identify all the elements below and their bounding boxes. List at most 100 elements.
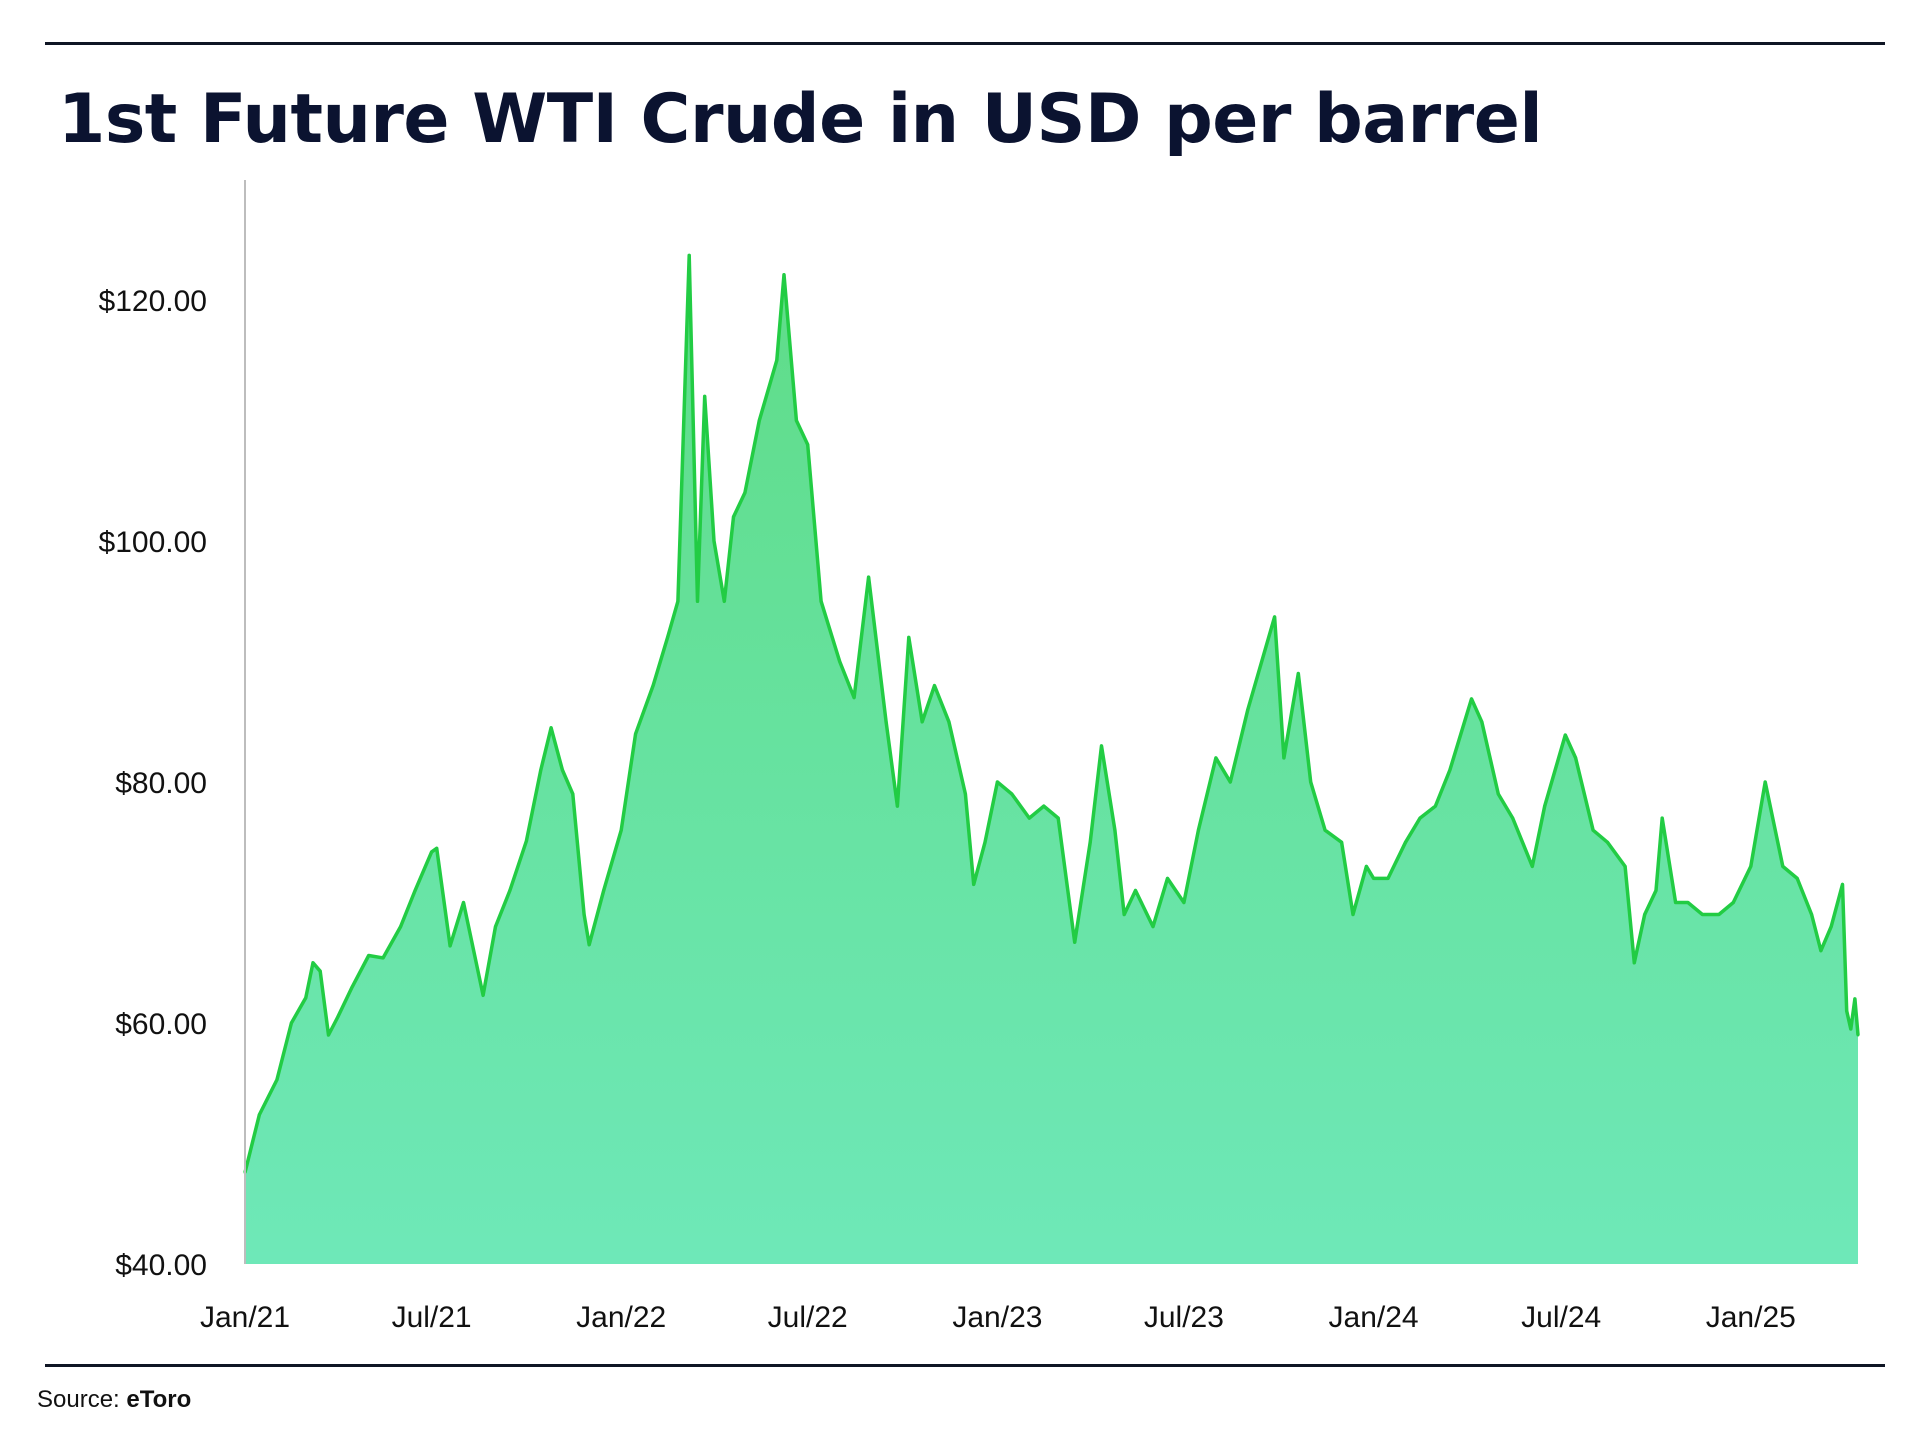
data-point	[571, 792, 575, 796]
data-point	[1530, 864, 1534, 868]
data-point	[1717, 913, 1721, 916]
data-point	[687, 253, 691, 257]
data-point	[806, 443, 810, 447]
x-tick-label: Jan/24	[1329, 1301, 1419, 1334]
data-point	[539, 768, 543, 772]
data-point	[1010, 792, 1014, 796]
data-point	[1829, 925, 1833, 929]
data-point	[1027, 816, 1031, 820]
data-point	[1323, 828, 1327, 832]
data-point	[1781, 864, 1785, 868]
data-point	[1182, 901, 1186, 904]
bottom-rule	[45, 1364, 1885, 1367]
data-point	[1841, 882, 1844, 886]
source-name: eToro	[126, 1386, 192, 1413]
x-tick-label: Jan/25	[1706, 1301, 1796, 1334]
data-point	[1448, 768, 1452, 772]
data-point	[336, 1015, 340, 1019]
data-point	[1372, 876, 1376, 880]
data-point	[1056, 816, 1060, 820]
x-tick-label: Jul/22	[768, 1301, 848, 1334]
x-tick-label: Jan/22	[576, 1301, 666, 1334]
x-tick-label: Jul/24	[1521, 1301, 1601, 1334]
data-point	[1496, 792, 1500, 796]
data-point	[1686, 901, 1690, 904]
x-tick-label: Jul/23	[1144, 1301, 1224, 1334]
data-point	[602, 889, 606, 892]
data-point	[947, 720, 951, 724]
data-point	[327, 1033, 330, 1037]
series-area-fill	[245, 255, 1858, 1264]
data-point	[1480, 720, 1484, 724]
x-tick-label: Jul/21	[392, 1301, 472, 1334]
data-point	[722, 599, 726, 603]
data-point	[743, 491, 747, 495]
data-point	[1196, 828, 1200, 832]
data-point	[524, 839, 528, 843]
data-point	[1660, 816, 1664, 820]
data-point	[1623, 864, 1627, 868]
y-tick-label: $100.00	[99, 526, 207, 559]
data-point	[1166, 876, 1169, 880]
source-label: Source:	[37, 1386, 120, 1413]
data-point	[995, 780, 999, 784]
data-point	[1433, 804, 1437, 808]
data-point	[289, 1021, 293, 1025]
data-point	[1418, 816, 1422, 820]
data-point	[1340, 840, 1344, 844]
data-point	[318, 969, 322, 973]
data-point	[399, 925, 403, 929]
data-point	[838, 660, 842, 663]
data-point	[676, 599, 680, 603]
data-point	[494, 925, 497, 929]
data-point	[732, 515, 735, 519]
data-point	[1849, 1027, 1853, 1031]
data-point	[1042, 804, 1046, 808]
data-point	[983, 840, 987, 844]
data-point	[582, 913, 586, 916]
data-point	[1763, 780, 1767, 784]
data-point	[381, 956, 385, 960]
data-point	[619, 828, 623, 832]
data-point	[1574, 756, 1578, 760]
data-point	[1511, 816, 1515, 820]
x-tick-label: Jan/23	[952, 1301, 1042, 1334]
data-point	[1282, 756, 1286, 760]
data-point	[304, 996, 308, 1000]
data-point	[257, 1113, 261, 1117]
data-point	[933, 684, 936, 688]
data-point	[1731, 901, 1735, 904]
data-point	[1404, 840, 1407, 844]
data-point	[884, 720, 888, 724]
y-tick-label: $120.00	[99, 285, 207, 318]
data-point	[462, 901, 465, 904]
data-point	[972, 882, 976, 886]
data-point	[1654, 889, 1658, 892]
data-point	[963, 792, 967, 796]
data-point	[794, 419, 798, 422]
data-point	[852, 696, 856, 700]
data-point	[587, 943, 591, 947]
data-point	[1543, 804, 1547, 808]
data-point	[920, 720, 924, 724]
data-point	[549, 726, 553, 730]
data-point	[757, 419, 761, 422]
data-point	[1351, 913, 1355, 916]
data-point	[1674, 901, 1678, 904]
data-point	[367, 954, 371, 957]
data-point	[1819, 949, 1823, 953]
data-point	[1563, 733, 1567, 737]
top-rule	[45, 42, 1885, 45]
data-point	[430, 850, 434, 854]
data-point	[350, 985, 354, 989]
data-point	[1845, 1009, 1849, 1013]
data-point	[1088, 840, 1092, 844]
data-point	[1364, 864, 1368, 868]
data-point	[666, 635, 670, 639]
x-tick-label: Jan/21	[200, 1301, 290, 1334]
data-point	[651, 684, 655, 688]
data-point	[508, 889, 512, 892]
data-point	[1856, 1033, 1860, 1037]
data-point	[1470, 697, 1473, 701]
